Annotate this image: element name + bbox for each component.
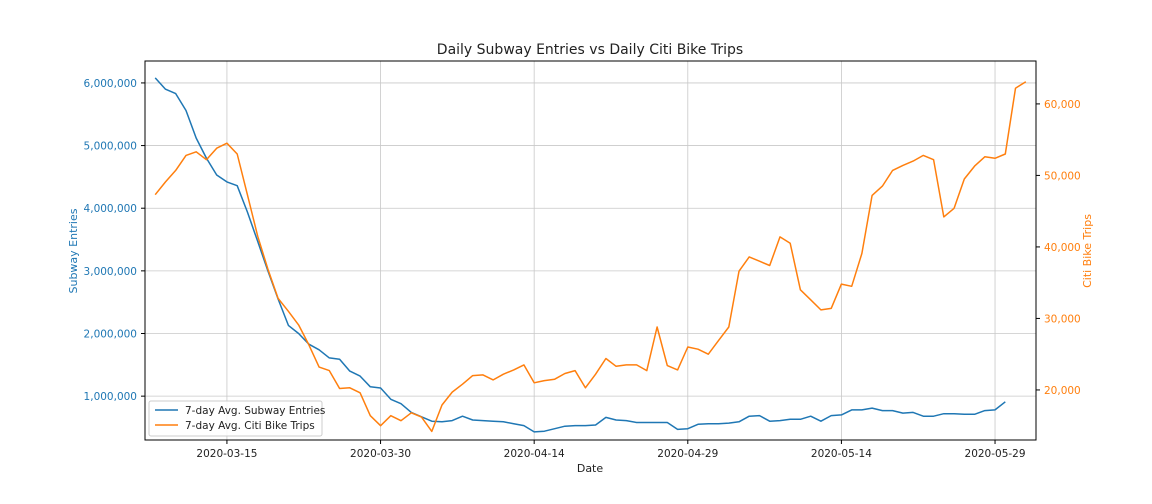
y-right-tick-label: 60,000 — [1044, 99, 1081, 111]
y-left-tick-label: 5,000,000 — [84, 141, 137, 153]
x-tick-label: 2020-05-14 — [811, 448, 872, 460]
y-right-tick-label: 40,000 — [1044, 242, 1081, 254]
legend-label-subway: 7-day Avg. Subway Entries — [185, 405, 325, 417]
y-axis-right-label: Citi Bike Trips — [1081, 214, 1094, 288]
y-right-tick-label: 30,000 — [1044, 313, 1081, 325]
x-tick-label: 2020-04-29 — [657, 448, 718, 460]
y-axis-left-label: Subway Entries — [67, 208, 80, 293]
y-axis-right: 20,000 30,000 40,000 50,000 60,000 — [1036, 99, 1081, 397]
y-axis-left: 1,000,000 2,000,000 3,000,000 4,000,000 5,00… — [84, 78, 145, 403]
y-left-tick-label: 2,000,000 — [84, 329, 137, 341]
legend-box — [148, 400, 323, 437]
legend: 7-day Avg. Subway Entries 7-day Avg. Cit… — [148, 400, 325, 437]
y-right-tick-label: 50,000 — [1044, 170, 1081, 182]
y-right-tick-label: 20,000 — [1044, 385, 1081, 397]
x-tick-label: 2020-03-30 — [350, 448, 411, 460]
x-tick-label: 2020-03-15 — [196, 448, 257, 460]
x-tick-label: 2020-05-29 — [965, 448, 1026, 460]
legend-label-bike: 7-day Avg. Citi Bike Trips — [185, 420, 315, 432]
series-line-subway — [154, 77, 1006, 433]
x-axis-label: Date — [577, 462, 604, 475]
grid-lines — [145, 61, 1036, 440]
y-left-tick-label: 1,000,000 — [84, 391, 137, 403]
y-left-tick-label: 3,000,000 — [84, 266, 137, 278]
y-left-tick-label: 4,000,000 — [84, 203, 137, 215]
series-layer — [154, 77, 1027, 433]
x-tick-label: 2020-04-14 — [504, 448, 565, 460]
y-left-tick-label: 6,000,000 — [84, 78, 137, 90]
x-axis: 2020-03-15 2020-03-30 2020-04-14 2020-04-29… — [196, 440, 1026, 460]
plot-frame — [144, 60, 1037, 441]
chart-title: Daily Subway Entries vs Daily Citi Bike … — [437, 42, 743, 58]
series-line-bike — [154, 81, 1027, 433]
